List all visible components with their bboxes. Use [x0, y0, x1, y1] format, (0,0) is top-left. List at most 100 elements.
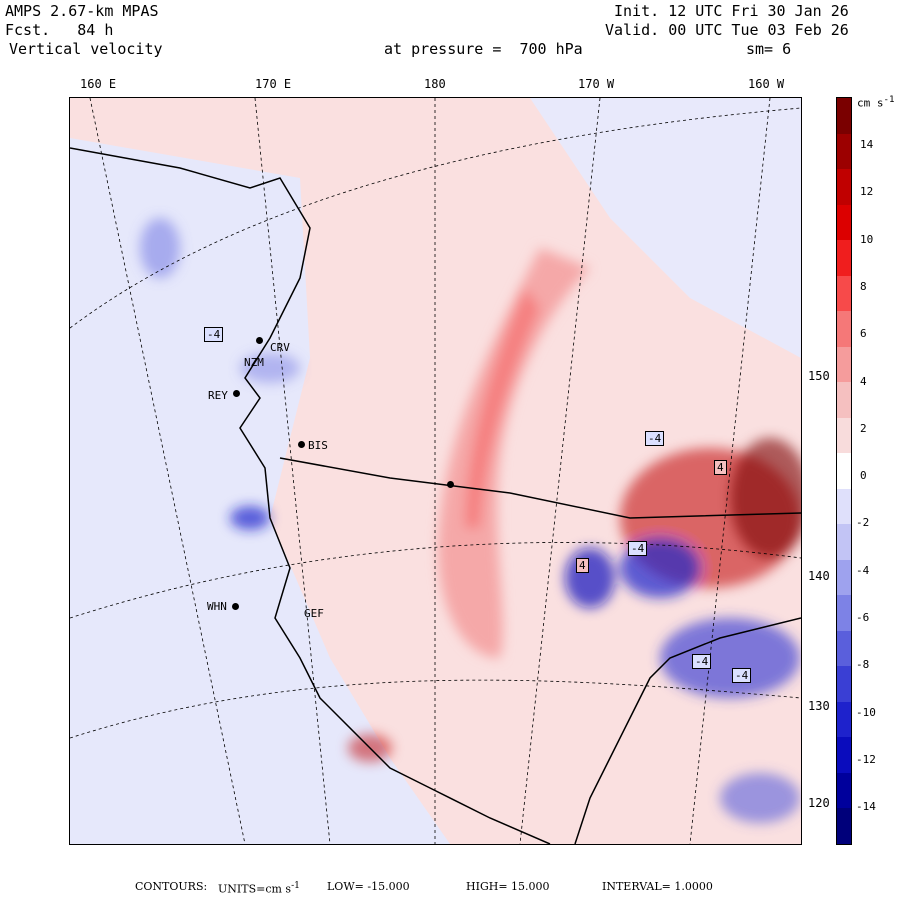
- station-marker: [447, 481, 454, 488]
- colorbar-segment: [837, 169, 851, 206]
- land-field: [70, 138, 450, 844]
- station-label: NZM: [244, 356, 264, 369]
- pressure-level: at pressure = 700 hPa: [384, 40, 583, 59]
- footer-high-value: 15.000: [511, 880, 550, 893]
- contour-label: -4: [692, 654, 712, 669]
- colorbar-tick-label: 4: [860, 374, 867, 388]
- contour-label: -4: [732, 668, 752, 683]
- forecast-label: Fcst. 84 h: [5, 21, 113, 40]
- contour-label: 4: [576, 558, 589, 573]
- colorbar-segment: [837, 98, 851, 135]
- coastline-east: [574, 617, 801, 844]
- footer-high-label: HIGH=: [466, 880, 508, 893]
- colorbar-segment: [837, 133, 851, 170]
- colorbar-tick-label: -2: [856, 516, 870, 530]
- coastline: [70, 147, 551, 844]
- colorbar-tick-label: -6: [856, 611, 870, 624]
- colorbar-segment: [837, 772, 851, 809]
- colorbar-segment: [837, 346, 851, 383]
- map-canvas: [70, 98, 801, 844]
- pressure-value: 700 hPa: [519, 40, 583, 58]
- colorbar-segment: [837, 595, 851, 632]
- colorbar-unit: cm s-1: [857, 94, 895, 110]
- colorbar-segment: [837, 382, 851, 419]
- colorbar: [836, 97, 852, 845]
- colorbar-segment: [837, 701, 851, 738]
- station-label: GEF: [304, 607, 324, 620]
- valid-time: Valid. 00 UTC Tue 03 Feb 26: [605, 21, 849, 39]
- colorbar-segment: [837, 737, 851, 774]
- footer-low-label: LOW=: [327, 880, 364, 893]
- colorbar-tick-label: 0: [860, 469, 867, 483]
- vertical-velocity-map: CRV NZM REY BIS WHN GEF -4 -4 4 -4 4 -4 …: [69, 97, 802, 845]
- contour-label: 4: [714, 460, 727, 475]
- graticule: [70, 98, 801, 844]
- colorbar-tick-label: 12: [860, 185, 874, 199]
- lon-label: 170 W: [578, 77, 615, 91]
- colorbar-tick-label: -12: [856, 752, 876, 766]
- colorbar-tick-label: 14: [860, 138, 874, 151]
- forecast-hours: 84 h: [77, 21, 114, 39]
- footer-interval-label: INTERVAL=: [602, 880, 671, 893]
- colorbar-unit-exponent: -1: [883, 94, 895, 105]
- pressure-label: at pressure =: [384, 40, 502, 58]
- field-name: Vertical velocity: [9, 40, 163, 58]
- colorbar-segment: [837, 630, 851, 667]
- colorbar-segment: [837, 453, 851, 490]
- footer-units-text: UNITS=cm s: [218, 882, 292, 896]
- footer-interval-value: 1.0000: [674, 880, 713, 893]
- colorbar-segment: [837, 808, 851, 845]
- plume: [438, 248, 590, 658]
- lon-label: 180: [424, 77, 446, 91]
- colorbar-unit-text: cm s: [857, 96, 884, 110]
- colorbar-tick-label: 8: [860, 279, 867, 293]
- colorbar-segment: [837, 524, 851, 561]
- colorbar-tick-label: 10: [860, 232, 874, 246]
- lat-label: 120 W: [808, 796, 845, 810]
- colorbar-segment: [837, 666, 851, 703]
- footer-high: HIGH= 15.000: [466, 880, 550, 893]
- lat-label: 130 W: [808, 699, 845, 713]
- footer-units: UNITS=cm s-1: [218, 880, 300, 896]
- colorbar-segment: [837, 204, 851, 241]
- colorbar-tick-label: -4: [856, 563, 870, 577]
- colorbar-segment: [837, 417, 851, 454]
- station-marker: [298, 441, 305, 448]
- station-label: WHN: [207, 600, 227, 613]
- colorbar-segment: [837, 311, 851, 348]
- station-marker: [232, 603, 239, 610]
- footer-interval: INTERVAL= 1.0000: [602, 880, 713, 893]
- smoothing: sm= 6: [746, 40, 792, 58]
- footer-units-exponent: -1: [291, 880, 300, 891]
- contour-label: -4: [628, 541, 648, 556]
- colorbar-segment: [837, 559, 851, 596]
- lat-label: 140 W: [808, 569, 845, 583]
- colorbar-segment: [837, 275, 851, 312]
- ice-shelf-edge: [279, 457, 801, 519]
- lon-label: 160 W: [748, 77, 785, 91]
- station-marker: [233, 390, 240, 397]
- colorbar-tick-label: -10: [856, 705, 876, 719]
- upper-field: [530, 98, 801, 358]
- colorbar-tick-label: 2: [860, 421, 867, 435]
- footer-low: LOW= -15.000: [327, 880, 410, 893]
- footer-low-value: -15.000: [367, 880, 410, 893]
- forecast-prefix: Fcst.: [5, 21, 51, 39]
- station-label: BIS: [308, 439, 328, 452]
- footer-contours: CONTOURS:: [135, 880, 208, 893]
- colorbar-segment: [837, 240, 851, 277]
- contour-label: -4: [645, 431, 665, 446]
- colorbar-tick-label: -8: [856, 658, 870, 672]
- init-time: Init. 12 UTC Fri 30 Jan 26: [614, 2, 849, 20]
- colorbar-tick-label: 6: [860, 327, 867, 341]
- lon-label: 160 E: [80, 77, 117, 91]
- model-name: AMPS 2.67-km MPAS: [5, 2, 159, 20]
- station-label: REY: [208, 389, 228, 402]
- lat-label: 150 W: [808, 369, 845, 383]
- colorbar-segment: [837, 488, 851, 525]
- station-marker: [256, 337, 263, 344]
- colorbar-tick-label: -14: [856, 800, 876, 814]
- contour-label: -4: [204, 327, 224, 342]
- lon-label: 170 E: [255, 77, 292, 91]
- station-label: CRV: [270, 341, 290, 354]
